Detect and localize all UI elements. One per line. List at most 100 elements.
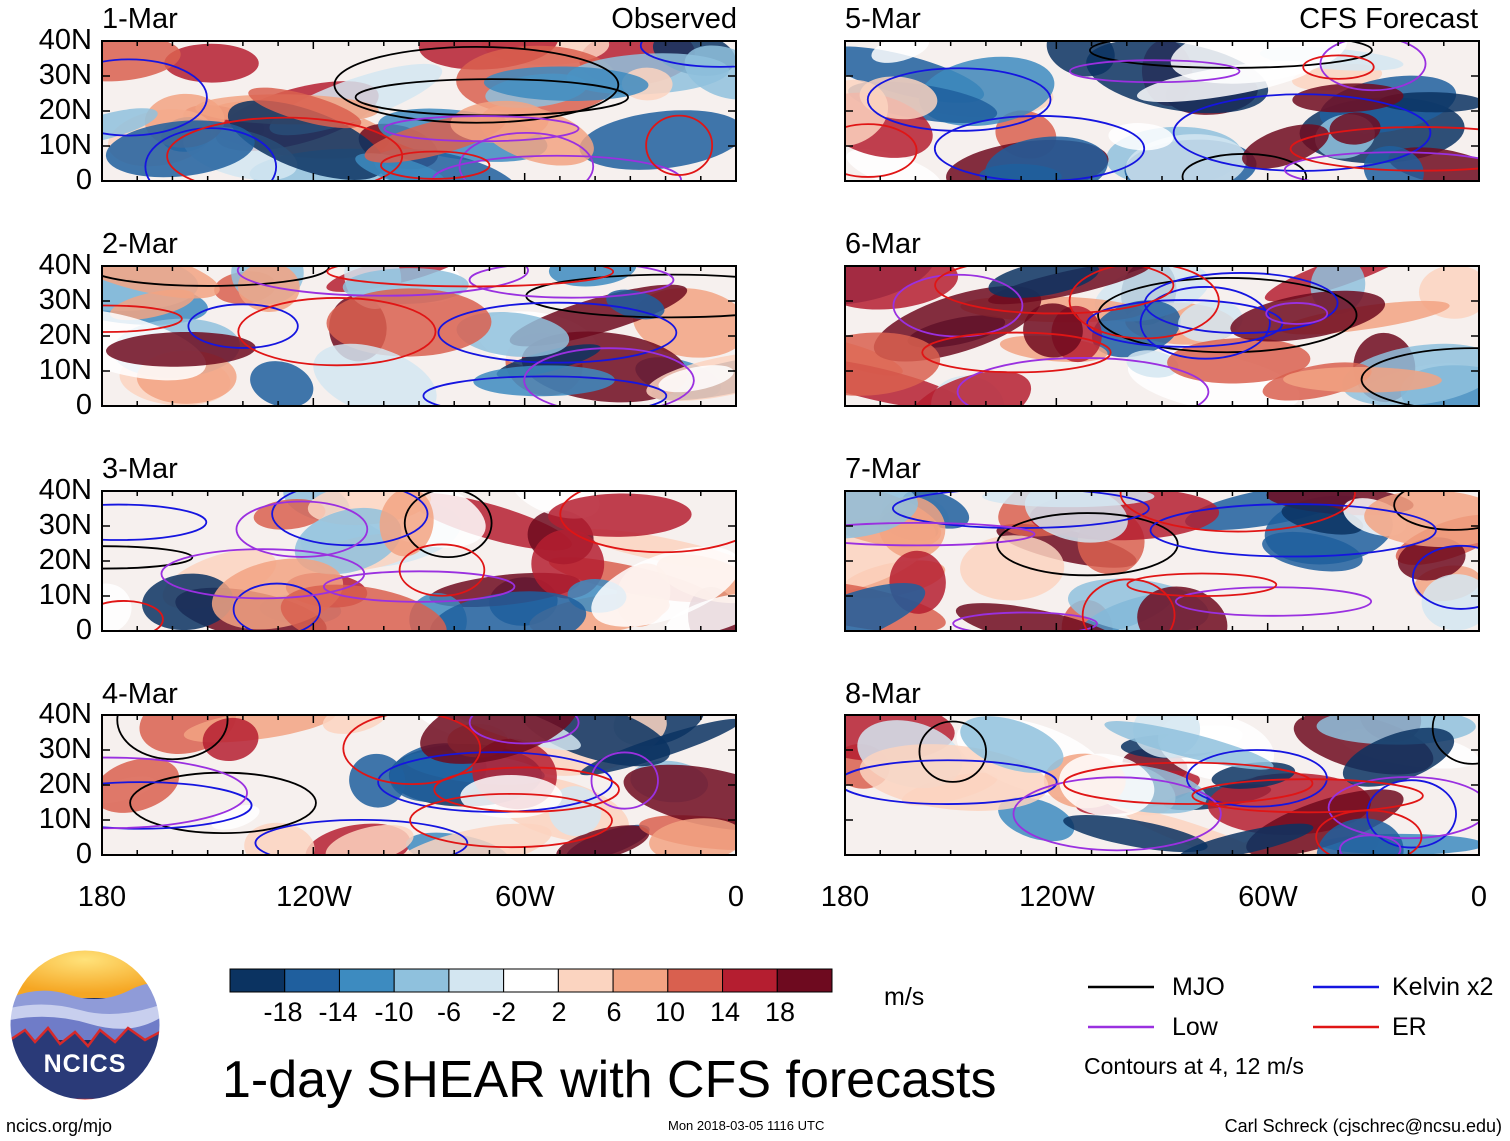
contour-kelvin-x2 xyxy=(866,67,1052,132)
colorbar-tick-label: -18 xyxy=(263,997,303,1027)
colorbar-segment xyxy=(338,968,395,993)
colorbar-tick-label: -14 xyxy=(318,997,358,1027)
shear-panel-6-Mar xyxy=(844,265,1480,407)
colorbar-tick-label: 10 xyxy=(654,997,686,1027)
shear-blob xyxy=(142,573,234,631)
x-tick-label: 120W xyxy=(1019,881,1095,913)
footer-credit: Carl Schreck (cjschrec@ncsu.edu) xyxy=(1224,1116,1502,1136)
colorbar-segment xyxy=(448,968,505,993)
x-tick-label: 180 xyxy=(820,881,870,913)
shear-blob xyxy=(430,591,587,631)
contour-er xyxy=(645,114,714,176)
y-tick-label: 10N xyxy=(38,803,92,835)
contour-er xyxy=(845,123,918,178)
panel-date-label: 8-Mar xyxy=(845,678,921,710)
shear-blob xyxy=(1342,727,1455,787)
contour-mjo xyxy=(102,545,194,570)
shear-blob xyxy=(988,266,1100,298)
shear-blob xyxy=(227,100,386,180)
y-tick-label: 40N xyxy=(38,24,92,56)
x-tick-label: 60W xyxy=(1238,881,1298,913)
y-tick-label: 10N xyxy=(38,579,92,611)
contour-kelvin-x2 xyxy=(102,781,253,830)
contour-er xyxy=(1081,578,1176,631)
shear-blob xyxy=(845,491,918,539)
shear-blob xyxy=(1262,531,1363,572)
contour-er xyxy=(342,715,482,786)
y-tick-label: 0 xyxy=(75,614,92,646)
colorbar-tick-label: 18 xyxy=(764,997,796,1027)
contour-er xyxy=(1289,126,1479,172)
contour-er xyxy=(102,600,164,631)
shear-blob xyxy=(658,365,734,393)
contour-er xyxy=(1126,572,1278,597)
colorbar-units: m/s xyxy=(884,983,925,1011)
contour-mjo xyxy=(996,512,1179,577)
shear-panel-8-Mar xyxy=(844,714,1480,856)
y-tick-label: 20N xyxy=(38,544,92,576)
shear-blob xyxy=(102,108,158,145)
contour-er xyxy=(921,331,1112,374)
y-tick-label: 40N xyxy=(38,474,92,506)
contour-mjo xyxy=(403,491,493,559)
shear-blob xyxy=(460,775,563,819)
figure-title: 1-day SHEAR with CFS forecasts xyxy=(222,1051,997,1109)
y-tick-label: 0 xyxy=(75,838,92,870)
contour-kelvin-x2 xyxy=(1149,503,1437,558)
contour-kelvin-x2 xyxy=(377,751,613,813)
contour-er xyxy=(433,766,620,813)
footer-url[interactable]: ncics.org/mjo xyxy=(6,1116,113,1136)
shear-blob xyxy=(665,593,736,631)
colorbar-tick-label: -2 xyxy=(491,997,516,1027)
shear-blob xyxy=(248,87,362,129)
contour-er xyxy=(166,116,404,181)
contour-kelvin-x2 xyxy=(1411,544,1479,610)
y-tick-label: 30N xyxy=(38,59,92,91)
colorbar-segment xyxy=(393,968,450,993)
panel-date-label: 5-Mar xyxy=(845,3,921,35)
contour-low xyxy=(1012,776,1222,852)
contour-kelvin-x2 xyxy=(639,41,736,68)
shear-blob xyxy=(1178,300,1243,342)
panel-date-label: 7-Mar xyxy=(845,453,921,485)
panel-date-label: 4-Mar xyxy=(102,678,178,710)
colorbar-segment xyxy=(557,968,614,993)
contour-er xyxy=(380,150,491,180)
shear-blob xyxy=(1137,586,1228,631)
contour-er xyxy=(1302,54,1375,80)
shear-blob xyxy=(1329,112,1381,145)
shear-blob xyxy=(102,583,132,631)
contour-low xyxy=(458,131,595,181)
colorbar-segment xyxy=(667,968,724,993)
shear-blob xyxy=(102,266,220,299)
shear-blob xyxy=(473,365,615,397)
colorbar-segment xyxy=(722,968,778,993)
contour-kelvin-x2 xyxy=(232,582,321,631)
x-tick-label: 120W xyxy=(276,881,352,913)
contour-kelvin-x2 xyxy=(845,759,1058,805)
contour-low xyxy=(383,115,580,143)
contour-low xyxy=(845,522,1036,547)
shear-blob xyxy=(237,266,300,313)
contour-er xyxy=(1063,761,1314,805)
contour-er xyxy=(1315,809,1423,855)
shear-blob xyxy=(591,546,736,627)
contour-mjo xyxy=(1097,277,1358,354)
shear-blob xyxy=(392,823,552,855)
shear-panel-1-Mar xyxy=(101,40,737,182)
shear-blob xyxy=(1242,124,1329,169)
shear-panel-2-Mar xyxy=(101,265,737,407)
contour-low xyxy=(322,570,516,603)
panel-date-label: 1-Mar xyxy=(102,3,178,35)
contour-mjo xyxy=(918,720,987,783)
colorbar-segment xyxy=(284,968,340,993)
y-tick-label: 20N xyxy=(38,94,92,126)
y-tick-label: 10N xyxy=(38,129,92,161)
contour-low xyxy=(956,357,1210,406)
shear-panel-5-Mar xyxy=(844,40,1480,182)
colorbar-segment xyxy=(503,968,559,993)
colorbar-segment xyxy=(229,968,286,993)
y-tick-label: 20N xyxy=(38,768,92,800)
contour-mjo xyxy=(333,45,620,124)
